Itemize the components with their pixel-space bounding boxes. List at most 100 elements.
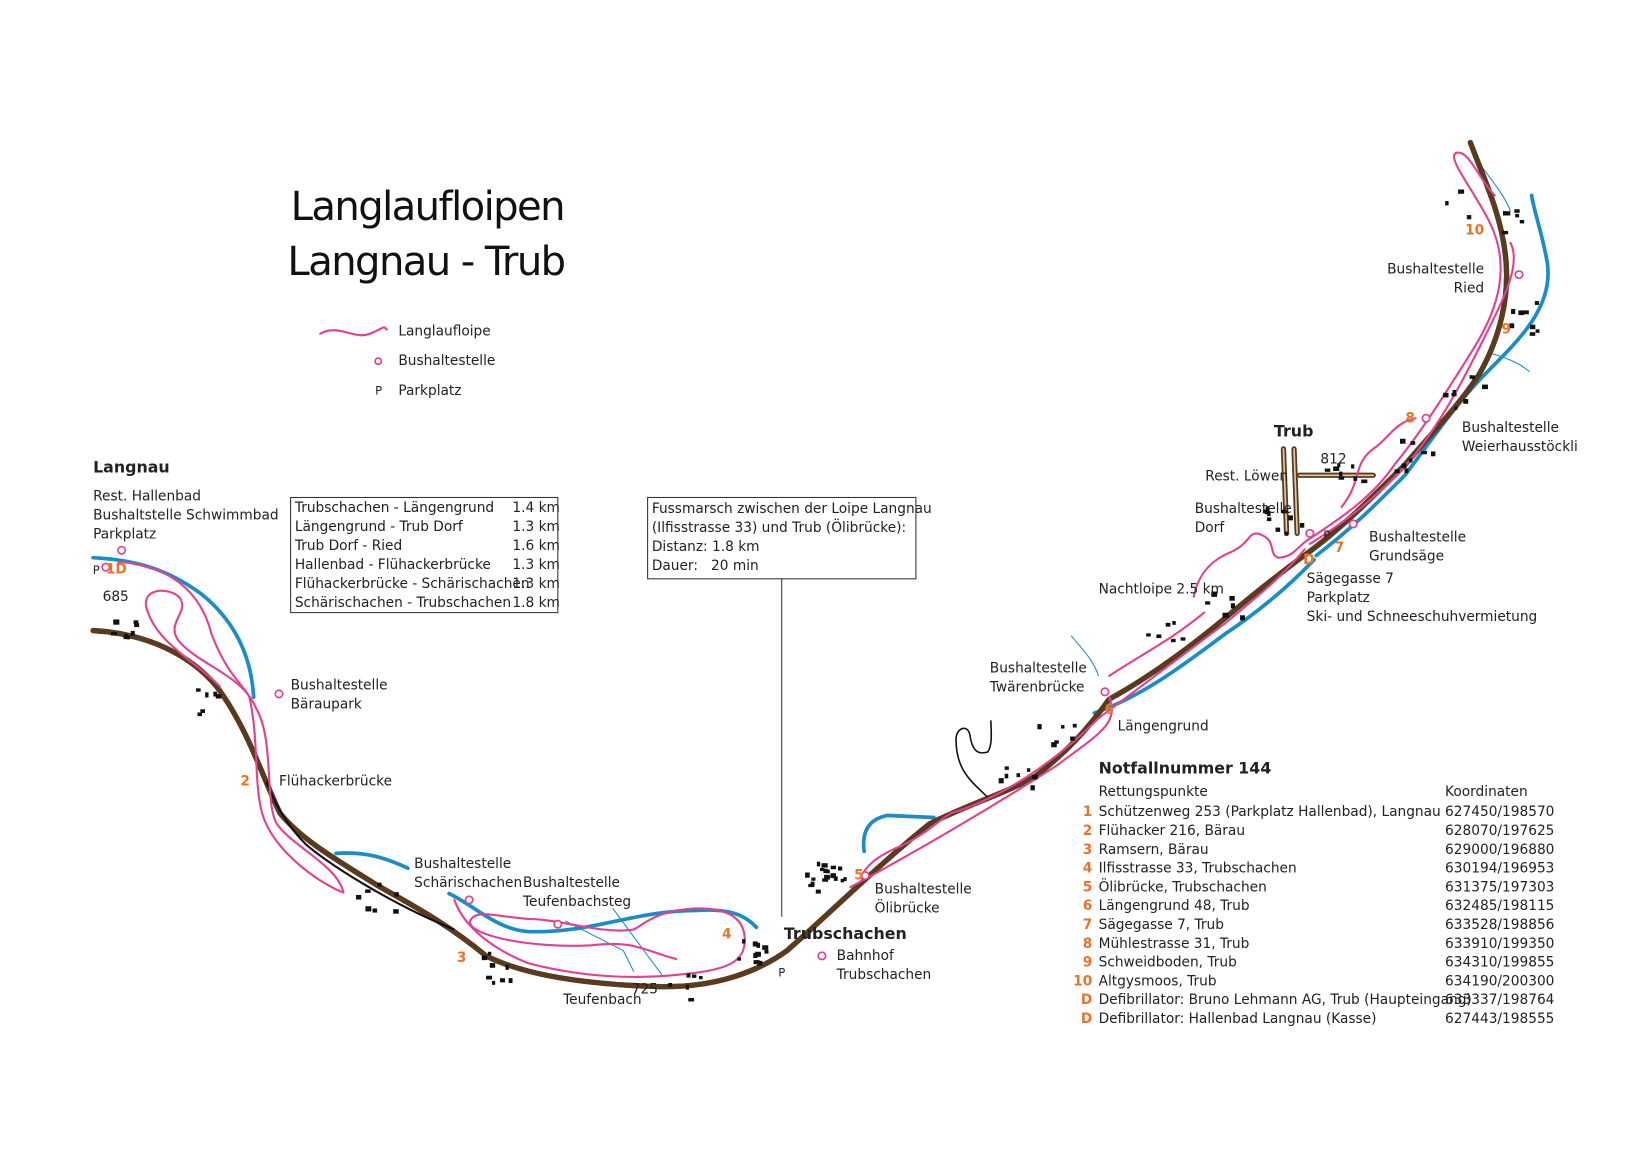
rescue-point-coordinates: 633337/198764 bbox=[1445, 992, 1554, 1008]
building bbox=[1281, 509, 1288, 514]
rivers bbox=[861, 813, 936, 854]
distance-km: 1.4 km bbox=[512, 500, 560, 516]
building bbox=[837, 866, 843, 871]
building bbox=[762, 945, 769, 950]
building bbox=[1515, 213, 1520, 218]
building bbox=[1523, 310, 1529, 315]
building bbox=[196, 688, 201, 692]
rescue-point-name: Längengrund 48, Trub bbox=[1099, 898, 1250, 914]
building bbox=[1511, 308, 1516, 315]
rescue-point-name: Defibrillator: Hallenbad Langnau (Kasse) bbox=[1099, 1011, 1377, 1027]
place-label: Bushaltstelle Schwimmbad bbox=[93, 507, 278, 523]
rivers bbox=[564, 142, 1530, 978]
building bbox=[821, 863, 828, 868]
elevation: 812 bbox=[1320, 451, 1346, 467]
rescue-point-marker: 2 bbox=[240, 774, 250, 790]
building bbox=[1072, 723, 1077, 728]
building bbox=[1156, 634, 1162, 639]
walk-note: Dauer: 20 min bbox=[652, 558, 759, 574]
rescue-point-coordinates: 629000/196880 bbox=[1445, 842, 1554, 858]
building bbox=[1299, 522, 1305, 528]
distance-route: Trubschachen - Längengrund bbox=[294, 500, 494, 516]
legend-label: Bushaltestelle bbox=[398, 353, 495, 369]
building bbox=[500, 978, 506, 983]
place-label: Parkplatz bbox=[93, 526, 156, 542]
bus-stops bbox=[1421, 413, 1431, 423]
building bbox=[1033, 774, 1038, 779]
distance-route: Flühackerbrücke - Schärischachen bbox=[295, 576, 530, 592]
building bbox=[1469, 375, 1473, 379]
rescue-point-coordinates: 627450/198570 bbox=[1445, 804, 1554, 820]
distance-km: 1.8 km bbox=[512, 595, 560, 611]
bus-stops bbox=[860, 871, 870, 881]
rivers bbox=[1314, 193, 1550, 558]
building bbox=[1240, 615, 1246, 621]
rescue-point-marker: 1D bbox=[106, 561, 127, 577]
building bbox=[1443, 392, 1449, 398]
place-label: Ried bbox=[1454, 280, 1485, 296]
place-label: Bushaltestelle bbox=[1195, 501, 1292, 517]
place-label: Rest. Löwen bbox=[1205, 468, 1288, 484]
building bbox=[123, 635, 129, 640]
place-label: Trubschachen bbox=[836, 967, 932, 983]
building bbox=[365, 906, 372, 912]
building bbox=[133, 620, 139, 624]
building bbox=[365, 889, 371, 893]
place-label: Trubschachen bbox=[784, 924, 907, 943]
rescue-point-name: Altgysmoos, Trub bbox=[1099, 973, 1217, 989]
place-label: Längengrund bbox=[1118, 719, 1209, 735]
building bbox=[1054, 740, 1059, 744]
building bbox=[1353, 476, 1358, 481]
building bbox=[691, 974, 697, 978]
building bbox=[215, 693, 222, 699]
building bbox=[1404, 468, 1409, 474]
building bbox=[1229, 596, 1235, 601]
place-label: Teufenbach bbox=[562, 992, 642, 1008]
building bbox=[1337, 463, 1341, 468]
rescue-point-coordinates: 631375/197303 bbox=[1445, 879, 1554, 895]
parking-marker: P bbox=[1323, 528, 1330, 542]
building bbox=[1361, 479, 1368, 484]
building bbox=[824, 874, 831, 880]
building bbox=[113, 619, 120, 625]
building bbox=[1284, 531, 1289, 536]
place-label: Sägegasse 7 bbox=[1307, 571, 1394, 587]
building bbox=[481, 955, 488, 961]
rescue-point-marker: D bbox=[1303, 552, 1314, 568]
bus-stops bbox=[1305, 528, 1315, 538]
building bbox=[805, 872, 810, 878]
place-label: Flühackerbrücke bbox=[279, 774, 392, 790]
building bbox=[742, 939, 746, 944]
place-label: Langnau bbox=[93, 457, 170, 476]
building bbox=[372, 908, 378, 913]
rescue-point-number: D bbox=[1081, 1011, 1092, 1027]
legend-trail-symbol bbox=[319, 326, 388, 337]
building bbox=[668, 982, 673, 987]
building bbox=[753, 960, 760, 965]
roads bbox=[1282, 448, 1375, 535]
rescue-point-coordinates: 633910/199350 bbox=[1445, 936, 1554, 952]
place-label: Rest. Hallenbad bbox=[93, 488, 201, 504]
building bbox=[1454, 406, 1458, 410]
building bbox=[1466, 215, 1472, 220]
building bbox=[1222, 612, 1229, 618]
place-label: Dorf bbox=[1195, 520, 1226, 536]
building bbox=[698, 976, 703, 980]
building bbox=[1266, 517, 1272, 522]
building bbox=[1026, 768, 1031, 772]
bus-stops bbox=[817, 951, 827, 961]
building bbox=[830, 873, 836, 879]
building bbox=[752, 941, 758, 947]
elevation: 685 bbox=[103, 589, 129, 605]
building bbox=[1445, 201, 1449, 206]
building bbox=[1262, 509, 1267, 514]
place-label: Bushaltestelle bbox=[414, 856, 511, 872]
building bbox=[134, 622, 140, 628]
building bbox=[1339, 471, 1343, 477]
bus-stops bbox=[101, 270, 1524, 961]
building bbox=[1471, 375, 1476, 380]
bus-stops bbox=[553, 919, 563, 929]
rescue-point-number: 3 bbox=[1083, 842, 1093, 858]
